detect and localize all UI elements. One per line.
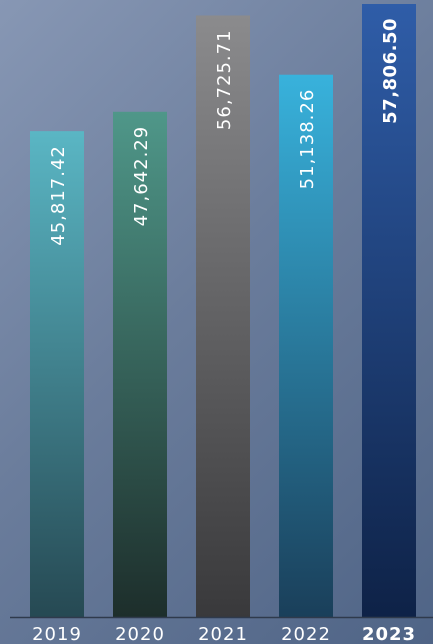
bar-2022 <box>279 74 333 618</box>
x-tick-label-2019: 2019 <box>32 624 82 644</box>
x-tick-label-2021: 2021 <box>198 624 248 644</box>
bars-group <box>30 4 416 618</box>
value-labels-group: 45,817.42 47,642.29 56,725.71 51,138.26 57,8… <box>48 18 401 246</box>
x-tick-label-2020: 2020 <box>115 624 165 644</box>
bar-2023 <box>362 4 416 617</box>
value-label-2019: 45,817.42 <box>48 145 69 246</box>
value-label-2020: 47,642.29 <box>131 126 152 227</box>
x-tick-label-2022: 2022 <box>281 624 331 644</box>
value-label-2021: 56,725.71 <box>214 29 235 130</box>
value-label-2022: 51,138.26 <box>297 89 318 190</box>
value-label-2023: 57,806.50 <box>380 18 401 124</box>
x-tick-labels-group: 2019 2020 2021 2022 2023 <box>32 624 416 644</box>
bar-2021 <box>196 15 250 618</box>
x-tick-label-2023: 2023 <box>362 624 416 644</box>
bar-2019 <box>30 131 84 617</box>
bar-2020 <box>113 111 167 617</box>
